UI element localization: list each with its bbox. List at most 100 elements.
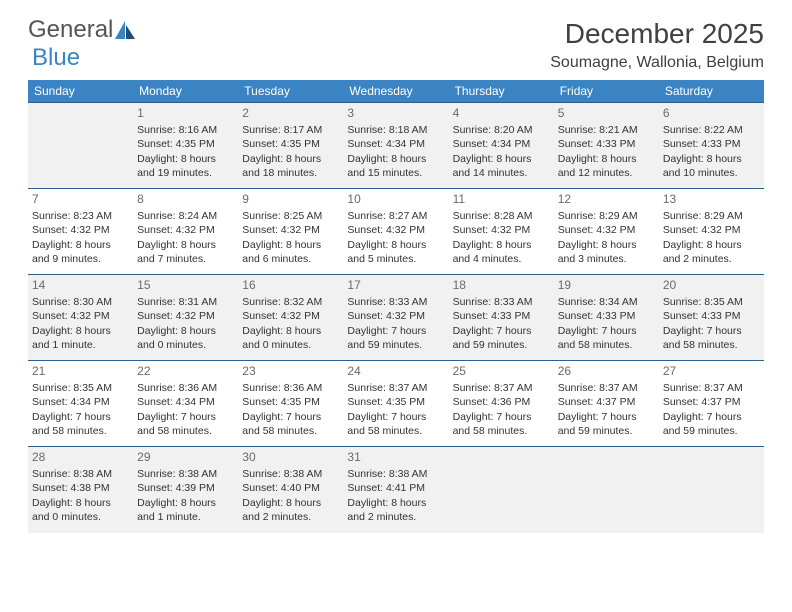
- daylight-text: Daylight: 7 hours and 58 minutes.: [453, 410, 550, 438]
- daylight-text: Daylight: 8 hours and 10 minutes.: [663, 152, 760, 180]
- day-number: 23: [242, 363, 339, 379]
- daylight-text: Daylight: 8 hours and 6 minutes.: [242, 238, 339, 266]
- day-number: 27: [663, 363, 760, 379]
- sunset-text: Sunset: 4:32 PM: [242, 223, 339, 237]
- day-number: 20: [663, 277, 760, 293]
- sunset-text: Sunset: 4:33 PM: [663, 309, 760, 323]
- day-number: 17: [347, 277, 444, 293]
- sunset-text: Sunset: 4:37 PM: [663, 395, 760, 409]
- logo: General: [28, 18, 135, 42]
- calendar-empty-cell: [554, 447, 659, 533]
- sunrise-text: Sunrise: 8:37 AM: [347, 381, 444, 395]
- daylight-text: Daylight: 8 hours and 2 minutes.: [663, 238, 760, 266]
- calendar-day-cell: 1Sunrise: 8:16 AMSunset: 4:35 PMDaylight…: [133, 103, 238, 189]
- sunrise-text: Sunrise: 8:38 AM: [32, 467, 129, 481]
- calendar-row: 1Sunrise: 8:16 AMSunset: 4:35 PMDaylight…: [28, 103, 764, 189]
- sunset-text: Sunset: 4:41 PM: [347, 481, 444, 495]
- calendar-day-cell: 18Sunrise: 8:33 AMSunset: 4:33 PMDayligh…: [449, 275, 554, 361]
- daylight-text: Daylight: 8 hours and 4 minutes.: [453, 238, 550, 266]
- calendar-day-cell: 31Sunrise: 8:38 AMSunset: 4:41 PMDayligh…: [343, 447, 448, 533]
- calendar-day-cell: 27Sunrise: 8:37 AMSunset: 4:37 PMDayligh…: [659, 361, 764, 447]
- sunrise-text: Sunrise: 8:35 AM: [32, 381, 129, 395]
- sunrise-text: Sunrise: 8:38 AM: [137, 467, 234, 481]
- calendar-day-cell: 22Sunrise: 8:36 AMSunset: 4:34 PMDayligh…: [133, 361, 238, 447]
- calendar-day-cell: 12Sunrise: 8:29 AMSunset: 4:32 PMDayligh…: [554, 189, 659, 275]
- daylight-text: Daylight: 8 hours and 1 minute.: [32, 324, 129, 352]
- sunrise-text: Sunrise: 8:17 AM: [242, 123, 339, 137]
- sunrise-text: Sunrise: 8:37 AM: [663, 381, 760, 395]
- sunrise-text: Sunrise: 8:35 AM: [663, 295, 760, 309]
- daylight-text: Daylight: 8 hours and 14 minutes.: [453, 152, 550, 180]
- sunset-text: Sunset: 4:33 PM: [453, 309, 550, 323]
- calendar-day-cell: 11Sunrise: 8:28 AMSunset: 4:32 PMDayligh…: [449, 189, 554, 275]
- weekday-header: Wednesday: [343, 80, 448, 103]
- sunset-text: Sunset: 4:32 PM: [347, 223, 444, 237]
- sunset-text: Sunset: 4:32 PM: [137, 223, 234, 237]
- daylight-text: Daylight: 8 hours and 18 minutes.: [242, 152, 339, 180]
- daylight-text: Daylight: 7 hours and 58 minutes.: [137, 410, 234, 438]
- sunset-text: Sunset: 4:35 PM: [242, 137, 339, 151]
- sunset-text: Sunset: 4:32 PM: [663, 223, 760, 237]
- daylight-text: Daylight: 8 hours and 12 minutes.: [558, 152, 655, 180]
- sunrise-text: Sunrise: 8:29 AM: [558, 209, 655, 223]
- calendar-table: SundayMondayTuesdayWednesdayThursdayFrid…: [28, 80, 764, 533]
- calendar-day-cell: 2Sunrise: 8:17 AMSunset: 4:35 PMDaylight…: [238, 103, 343, 189]
- daylight-text: Daylight: 8 hours and 0 minutes.: [137, 324, 234, 352]
- calendar-row: 7Sunrise: 8:23 AMSunset: 4:32 PMDaylight…: [28, 189, 764, 275]
- sunset-text: Sunset: 4:34 PM: [453, 137, 550, 151]
- sunrise-text: Sunrise: 8:36 AM: [137, 381, 234, 395]
- calendar-day-cell: 5Sunrise: 8:21 AMSunset: 4:33 PMDaylight…: [554, 103, 659, 189]
- weekday-header: Thursday: [449, 80, 554, 103]
- daylight-text: Daylight: 8 hours and 15 minutes.: [347, 152, 444, 180]
- sunrise-text: Sunrise: 8:24 AM: [137, 209, 234, 223]
- day-number: 9: [242, 191, 339, 207]
- daylight-text: Daylight: 7 hours and 59 minutes.: [558, 410, 655, 438]
- weekday-header-row: SundayMondayTuesdayWednesdayThursdayFrid…: [28, 80, 764, 103]
- day-number: 14: [32, 277, 129, 293]
- sunrise-text: Sunrise: 8:28 AM: [453, 209, 550, 223]
- day-number: 6: [663, 105, 760, 121]
- day-number: 1: [137, 105, 234, 121]
- calendar-day-cell: 30Sunrise: 8:38 AMSunset: 4:40 PMDayligh…: [238, 447, 343, 533]
- sunrise-text: Sunrise: 8:27 AM: [347, 209, 444, 223]
- calendar-day-cell: 23Sunrise: 8:36 AMSunset: 4:35 PMDayligh…: [238, 361, 343, 447]
- sunrise-text: Sunrise: 8:20 AM: [453, 123, 550, 137]
- sunset-text: Sunset: 4:34 PM: [347, 137, 444, 151]
- daylight-text: Daylight: 7 hours and 58 minutes.: [558, 324, 655, 352]
- day-number: 29: [137, 449, 234, 465]
- calendar-day-cell: 24Sunrise: 8:37 AMSunset: 4:35 PMDayligh…: [343, 361, 448, 447]
- calendar-day-cell: 16Sunrise: 8:32 AMSunset: 4:32 PMDayligh…: [238, 275, 343, 361]
- sunset-text: Sunset: 4:34 PM: [32, 395, 129, 409]
- calendar-day-cell: 4Sunrise: 8:20 AMSunset: 4:34 PMDaylight…: [449, 103, 554, 189]
- calendar-day-cell: 17Sunrise: 8:33 AMSunset: 4:32 PMDayligh…: [343, 275, 448, 361]
- weekday-header: Tuesday: [238, 80, 343, 103]
- day-number: 22: [137, 363, 234, 379]
- day-number: 10: [347, 191, 444, 207]
- calendar-day-cell: 7Sunrise: 8:23 AMSunset: 4:32 PMDaylight…: [28, 189, 133, 275]
- calendar-day-cell: 19Sunrise: 8:34 AMSunset: 4:33 PMDayligh…: [554, 275, 659, 361]
- sunrise-text: Sunrise: 8:33 AM: [347, 295, 444, 309]
- sunset-text: Sunset: 4:37 PM: [558, 395, 655, 409]
- day-number: 18: [453, 277, 550, 293]
- sunset-text: Sunset: 4:32 PM: [453, 223, 550, 237]
- daylight-text: Daylight: 8 hours and 9 minutes.: [32, 238, 129, 266]
- calendar-body: 1Sunrise: 8:16 AMSunset: 4:35 PMDaylight…: [28, 103, 764, 533]
- sunset-text: Sunset: 4:35 PM: [347, 395, 444, 409]
- sunset-text: Sunset: 4:33 PM: [558, 137, 655, 151]
- day-number: 12: [558, 191, 655, 207]
- weekday-header: Friday: [554, 80, 659, 103]
- sunset-text: Sunset: 4:35 PM: [242, 395, 339, 409]
- sunrise-text: Sunrise: 8:34 AM: [558, 295, 655, 309]
- sunrise-text: Sunrise: 8:32 AM: [242, 295, 339, 309]
- daylight-text: Daylight: 8 hours and 2 minutes.: [347, 496, 444, 524]
- sunrise-text: Sunrise: 8:38 AM: [347, 467, 444, 481]
- calendar-day-cell: 28Sunrise: 8:38 AMSunset: 4:38 PMDayligh…: [28, 447, 133, 533]
- sunrise-text: Sunrise: 8:37 AM: [558, 381, 655, 395]
- daylight-text: Daylight: 7 hours and 58 minutes.: [347, 410, 444, 438]
- day-number: 3: [347, 105, 444, 121]
- calendar-row: 28Sunrise: 8:38 AMSunset: 4:38 PMDayligh…: [28, 447, 764, 533]
- calendar-day-cell: 15Sunrise: 8:31 AMSunset: 4:32 PMDayligh…: [133, 275, 238, 361]
- sunrise-text: Sunrise: 8:38 AM: [242, 467, 339, 481]
- day-number: 26: [558, 363, 655, 379]
- sunset-text: Sunset: 4:33 PM: [558, 309, 655, 323]
